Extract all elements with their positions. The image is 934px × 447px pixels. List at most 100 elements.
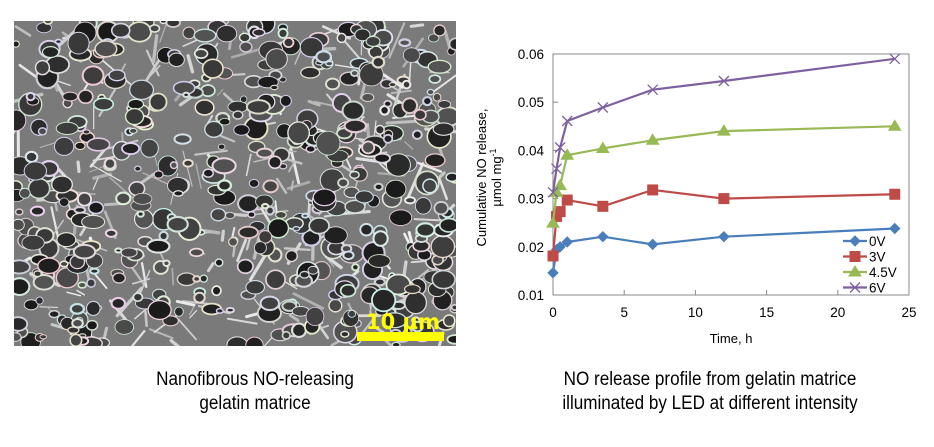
sem-fiber — [274, 200, 278, 213]
sem-fiber — [275, 177, 288, 194]
sem-pore — [211, 285, 222, 297]
data-point — [554, 206, 566, 218]
sem-pore — [59, 260, 69, 268]
sem-fiber — [413, 218, 443, 222]
sem-pore — [402, 47, 421, 63]
sem-pore — [33, 270, 42, 278]
x-marker-stroke — [889, 53, 901, 65]
sem-fiber — [438, 177, 448, 201]
sem-pore — [14, 332, 22, 342]
series-3v — [547, 184, 901, 262]
sem-pore — [86, 137, 111, 152]
sem-fiber — [89, 147, 107, 168]
sem-pore — [81, 214, 106, 230]
data-point — [547, 250, 559, 262]
sem-pore — [239, 41, 253, 53]
sem-pore — [281, 330, 291, 340]
sem-pore — [365, 35, 381, 48]
sem-texture — [14, 21, 456, 346]
sem-fiber — [206, 262, 215, 273]
sem-pore — [87, 201, 105, 215]
sem-pore — [77, 191, 93, 207]
sem-pore — [312, 188, 337, 207]
data-point — [561, 236, 573, 248]
sem-fiber — [120, 63, 127, 73]
sem-pore — [428, 74, 442, 84]
legend-item: 4.5V — [843, 265, 897, 280]
sem-pore — [114, 319, 135, 335]
sem-pore — [166, 215, 189, 233]
sem-pore — [128, 79, 155, 101]
sem-pore — [305, 145, 316, 154]
x-tick-label: 5 — [620, 305, 628, 320]
sem-pore — [349, 170, 360, 179]
sem-pore — [382, 133, 394, 144]
x-tick-label: 10 — [688, 305, 703, 320]
sem-pore — [39, 334, 47, 340]
data-point — [561, 194, 573, 206]
sem-pore — [215, 307, 224, 314]
sem-pore — [308, 217, 330, 235]
sem-pore — [373, 182, 384, 192]
sem-pore — [267, 155, 282, 170]
x-tick-label: 15 — [759, 305, 774, 320]
sem-fiber — [169, 338, 181, 346]
data-point — [646, 238, 659, 251]
sem-fiber — [195, 163, 202, 190]
legend-marker — [848, 265, 862, 277]
sem-pore — [233, 124, 250, 136]
legend-label: 3V — [869, 250, 886, 265]
sem-pore — [260, 202, 270, 210]
sem-pore — [56, 232, 77, 248]
sem-pore — [259, 295, 280, 312]
data-point — [553, 178, 568, 191]
sem-pore — [228, 237, 239, 247]
sem-pore — [120, 247, 138, 258]
sem-pore — [219, 118, 231, 126]
sem-pore — [14, 277, 31, 297]
left-caption-line1: Nanofibrous NO-releasing — [156, 369, 354, 390]
data-point — [547, 267, 559, 279]
sem-fiber — [290, 180, 294, 191]
sem-pore — [146, 238, 171, 254]
data-point — [645, 133, 660, 145]
sem-pore — [270, 84, 279, 91]
legend-marker — [849, 282, 861, 293]
sem-pore — [72, 243, 97, 260]
sem-pore — [307, 265, 319, 275]
series-layer — [546, 53, 902, 279]
sem-fiber — [144, 310, 148, 328]
sem-pore — [162, 315, 179, 327]
sem-pore — [253, 241, 267, 255]
y-tick-label: 0.01 — [518, 288, 544, 303]
sem-pore — [173, 190, 184, 197]
sem-pore — [414, 197, 432, 215]
sem-pore — [385, 179, 407, 199]
x-tick-label: 0 — [549, 305, 557, 320]
x-tick-label: 20 — [830, 305, 845, 320]
data-point — [554, 241, 566, 253]
data-point — [595, 141, 610, 153]
sem-pore — [337, 177, 350, 189]
sem-pore — [281, 300, 298, 312]
sem-pore — [403, 284, 421, 295]
sem-fiber — [50, 206, 60, 238]
sem-pore — [104, 228, 118, 238]
sem-pore — [445, 172, 456, 183]
sem-pore — [169, 161, 179, 170]
data-point — [551, 163, 563, 175]
legend-item: 3V — [843, 250, 886, 265]
right-caption: NO release profile from gelatin matrice … — [503, 368, 917, 416]
sem-fiber — [90, 164, 122, 183]
sem-pore — [413, 108, 427, 121]
sem-pore — [62, 91, 79, 102]
sem-pore — [385, 153, 411, 177]
sem-pore — [359, 62, 384, 87]
sem-pore — [383, 99, 393, 108]
sem-pore — [51, 175, 73, 194]
sem-pore — [361, 92, 375, 103]
sem-pore — [354, 190, 374, 204]
sem-pore — [315, 130, 341, 156]
sem-pore — [265, 269, 286, 290]
